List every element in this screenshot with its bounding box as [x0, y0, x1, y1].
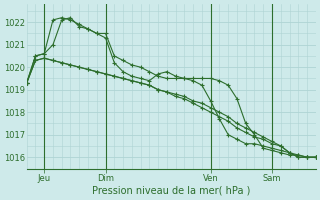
X-axis label: Pression niveau de la mer( hPa ): Pression niveau de la mer( hPa )	[92, 186, 251, 196]
